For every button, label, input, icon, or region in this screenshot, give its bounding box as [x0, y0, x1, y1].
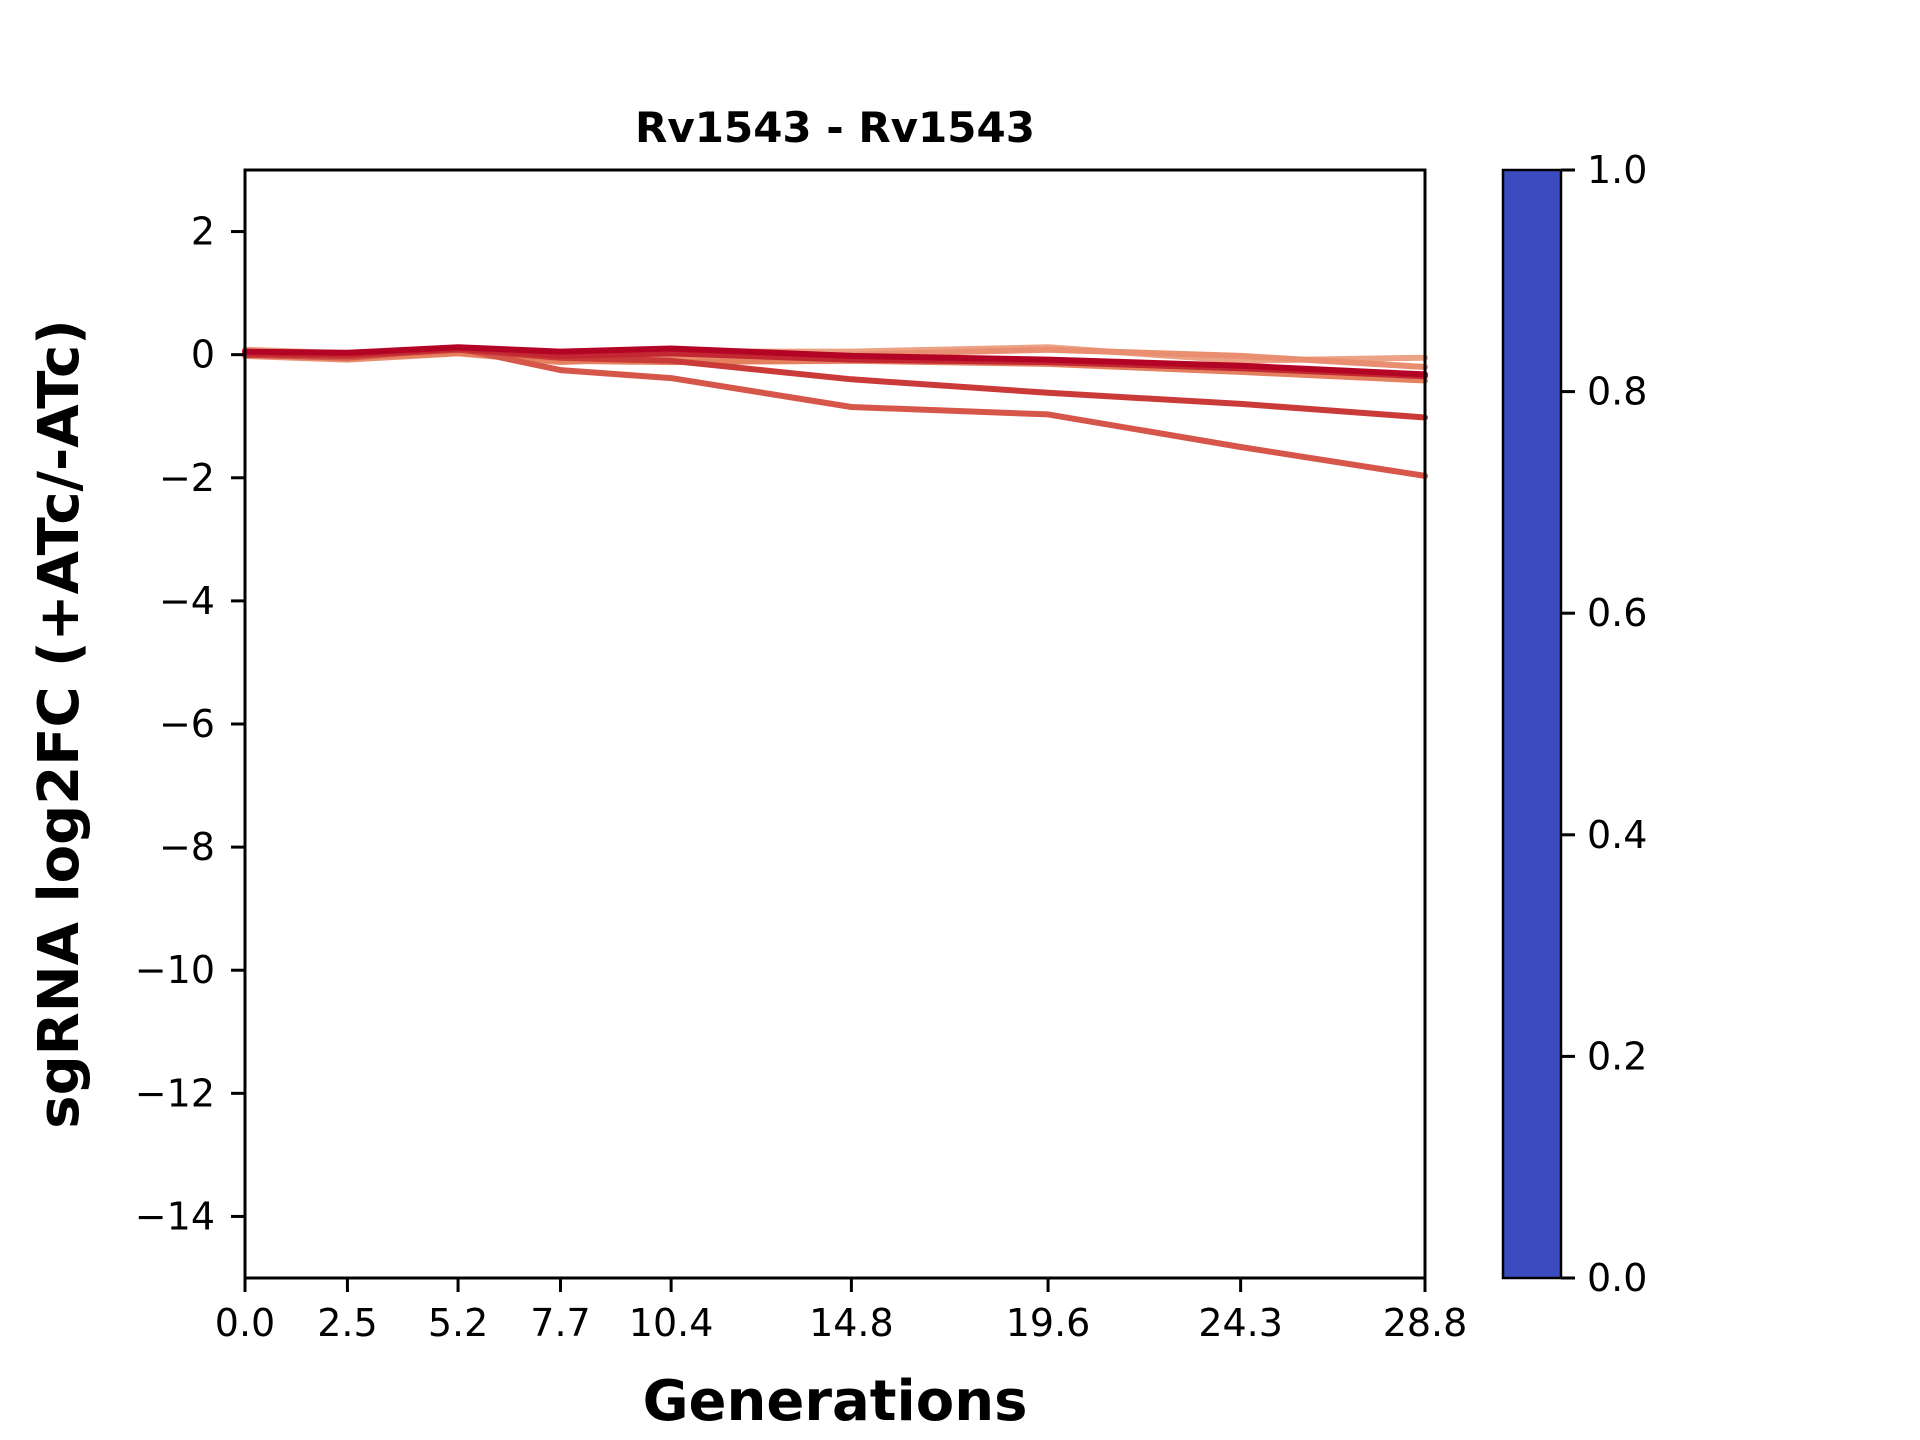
y-axis-ticks: 2 0 −2 −4 −6 −8 −10 −12 −14 — [135, 210, 245, 1238]
y-tick-label: −14 — [135, 1194, 215, 1238]
colorbar-tick-label: 0.6 — [1587, 591, 1647, 635]
x-tick-label: 28.8 — [1383, 1301, 1468, 1345]
data-lines — [242, 344, 1428, 479]
y-tick-label: −8 — [159, 825, 215, 869]
plot-area — [245, 170, 1425, 1278]
x-tick-label: 5.2 — [428, 1301, 488, 1345]
x-axis-label: Generations — [643, 1369, 1028, 1434]
x-tick-label: 10.4 — [629, 1301, 714, 1345]
chart-title: Rv1543 - Rv1543 — [635, 103, 1035, 152]
x-tick-label: 24.3 — [1198, 1301, 1283, 1345]
y-tick-label: 2 — [191, 210, 215, 254]
x-tick-label: 7.7 — [530, 1301, 590, 1345]
y-tick-label: 0 — [191, 333, 215, 377]
x-tick-label: 0.0 — [215, 1301, 275, 1345]
y-tick-label: −4 — [159, 579, 215, 623]
x-axis-ticks: 0.0 2.5 5.2 7.7 10.4 14.8 19.6 24.3 28.8 — [215, 1278, 1468, 1345]
x-tick-label: 14.8 — [809, 1301, 894, 1345]
y-tick-label: −2 — [159, 456, 215, 500]
colorbar — [1501, 168, 1563, 1280]
x-tick-label: 19.6 — [1006, 1301, 1091, 1345]
y-axis-label: sgRNA log2FC (+ATc/-ATc) — [27, 319, 92, 1129]
colorbar-tick-label: 0.4 — [1587, 813, 1647, 857]
colorbar-tick-label: 0.0 — [1587, 1256, 1647, 1300]
colorbar-tick-label: 0.8 — [1587, 370, 1647, 414]
x-tick-label: 2.5 — [317, 1301, 377, 1345]
y-tick-label: −10 — [135, 948, 215, 992]
y-tick-label: −6 — [159, 702, 215, 746]
sgrna-line-7 — [242, 344, 1428, 378]
colorbar-ticks: 1.0 0.8 0.6 0.4 0.2 0.0 — [1561, 148, 1647, 1300]
colorbar-tick-label: 0.2 — [1587, 1034, 1647, 1078]
colorbar-tick-label: 1.0 — [1587, 148, 1647, 192]
y-tick-label: −12 — [135, 1071, 215, 1115]
